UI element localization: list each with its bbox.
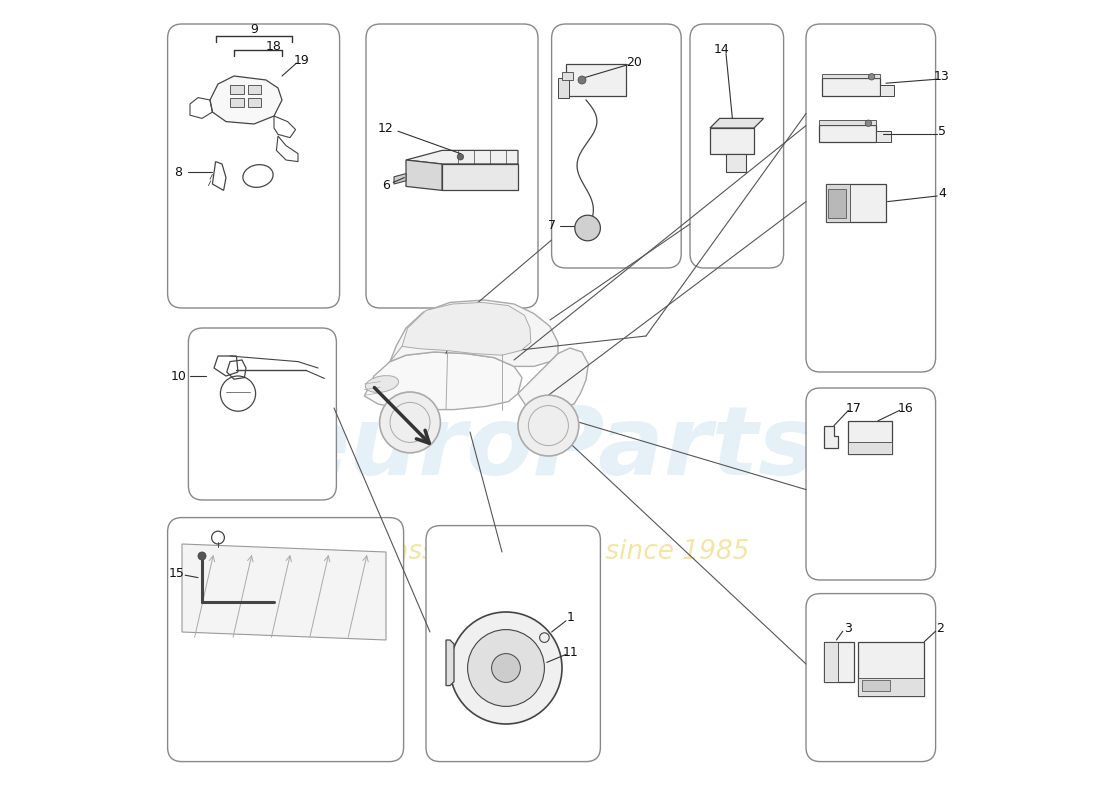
FancyBboxPatch shape <box>426 526 601 762</box>
Polygon shape <box>726 154 746 172</box>
Text: 6: 6 <box>382 179 389 192</box>
Bar <box>880 85 894 96</box>
Text: 9: 9 <box>250 23 257 36</box>
Polygon shape <box>442 164 518 190</box>
Bar <box>230 85 243 94</box>
Text: 3: 3 <box>844 622 851 634</box>
Text: 1: 1 <box>566 611 574 624</box>
Text: 19: 19 <box>294 54 310 66</box>
Text: 12: 12 <box>378 122 394 134</box>
Text: 20: 20 <box>626 56 642 69</box>
Circle shape <box>866 120 871 126</box>
Circle shape <box>518 395 579 456</box>
Circle shape <box>379 392 440 453</box>
Bar <box>818 125 877 142</box>
FancyBboxPatch shape <box>690 24 783 268</box>
Bar <box>822 78 880 96</box>
Text: 5: 5 <box>938 125 946 138</box>
Polygon shape <box>710 118 763 128</box>
Polygon shape <box>394 174 406 184</box>
Bar <box>826 184 850 222</box>
Text: 8: 8 <box>174 166 182 178</box>
Circle shape <box>198 552 206 560</box>
Polygon shape <box>390 300 558 366</box>
Text: 15: 15 <box>168 567 185 580</box>
Bar <box>562 72 573 80</box>
Text: 18: 18 <box>266 40 282 53</box>
Polygon shape <box>182 544 386 640</box>
Bar <box>858 678 924 696</box>
Bar <box>824 642 838 682</box>
Bar <box>248 98 261 107</box>
FancyBboxPatch shape <box>806 24 936 372</box>
Bar <box>877 131 891 142</box>
Bar <box>828 189 846 218</box>
Polygon shape <box>446 640 454 686</box>
Polygon shape <box>824 426 838 448</box>
Bar <box>862 680 890 691</box>
FancyBboxPatch shape <box>551 24 681 268</box>
Circle shape <box>578 76 586 84</box>
Text: 11: 11 <box>563 646 579 658</box>
Text: 10: 10 <box>170 370 187 382</box>
Circle shape <box>575 215 601 241</box>
Text: euroParts: euroParts <box>284 402 816 494</box>
FancyBboxPatch shape <box>806 594 936 762</box>
Circle shape <box>468 630 544 706</box>
Polygon shape <box>518 348 589 412</box>
Bar <box>824 642 854 682</box>
Circle shape <box>458 154 463 160</box>
Polygon shape <box>402 302 531 355</box>
Bar <box>818 120 877 125</box>
Text: 14: 14 <box>714 43 730 56</box>
Circle shape <box>492 654 520 682</box>
Polygon shape <box>406 150 518 164</box>
Bar <box>558 78 569 98</box>
Bar <box>248 85 261 94</box>
Text: 17: 17 <box>846 402 862 414</box>
Text: 16: 16 <box>898 402 913 414</box>
Bar <box>826 184 886 222</box>
Ellipse shape <box>365 375 398 393</box>
Bar <box>848 421 892 454</box>
Circle shape <box>868 74 875 80</box>
Polygon shape <box>710 128 754 154</box>
Text: 4: 4 <box>938 187 946 200</box>
Polygon shape <box>210 76 282 124</box>
Bar <box>858 642 924 696</box>
Text: 7: 7 <box>549 219 557 232</box>
Bar <box>566 64 626 96</box>
FancyBboxPatch shape <box>188 328 337 500</box>
Bar <box>848 442 892 454</box>
FancyBboxPatch shape <box>366 24 538 308</box>
Polygon shape <box>364 352 522 410</box>
FancyBboxPatch shape <box>167 518 404 762</box>
FancyBboxPatch shape <box>167 24 340 308</box>
FancyBboxPatch shape <box>806 388 936 580</box>
Circle shape <box>450 612 562 724</box>
Text: 13: 13 <box>934 70 950 83</box>
Polygon shape <box>406 160 442 190</box>
Bar <box>230 98 243 107</box>
Bar <box>822 74 880 78</box>
Text: 2: 2 <box>936 622 944 634</box>
Text: a passion for parts since 1985: a passion for parts since 1985 <box>351 539 749 565</box>
